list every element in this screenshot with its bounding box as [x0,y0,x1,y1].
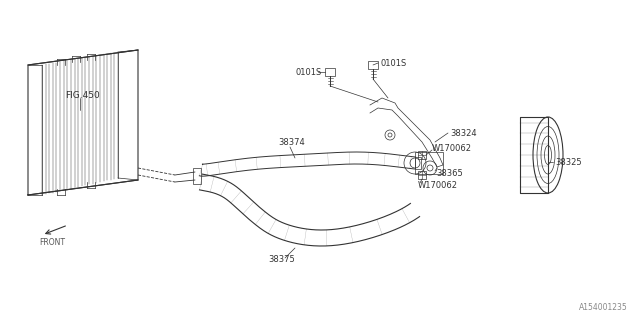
Bar [418,171,426,179]
Text: 0101S: 0101S [380,59,406,68]
Bar [325,68,335,76]
Text: 38375: 38375 [268,255,295,265]
Text: 38324: 38324 [450,129,477,138]
Bar [418,151,426,159]
Bar [193,168,201,184]
Text: W170062: W170062 [432,143,472,153]
Text: W170062: W170062 [418,180,458,189]
Text: FRONT: FRONT [39,237,65,246]
Bar [520,117,548,193]
Bar [415,152,443,174]
Bar [415,157,421,169]
Text: 38365: 38365 [436,169,463,178]
Text: 0101S: 0101S [295,68,321,76]
Text: 38325: 38325 [555,157,582,166]
Text: A154001235: A154001235 [579,303,628,312]
Text: FIG.450: FIG.450 [65,91,100,100]
Bar [368,61,378,69]
Text: 38374: 38374 [278,138,305,147]
